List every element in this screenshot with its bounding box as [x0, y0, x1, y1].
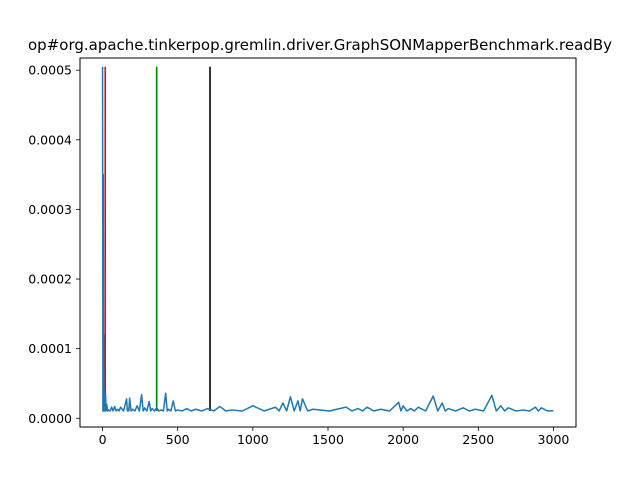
x-tick-label: 2000 [387, 432, 419, 447]
y-tick-label: 0.0003 [28, 202, 72, 217]
plot-frame [79, 57, 577, 428]
y-tick-label: 0.0001 [28, 341, 72, 356]
x-axis-ticks: 0 500 1000 1500 2000 2500 3000 [99, 427, 570, 447]
series-line-0 [101, 66, 554, 412]
x-tick-label: 3000 [538, 432, 570, 447]
x-tick-label: 2500 [462, 432, 494, 447]
x-tick-label: 500 [166, 432, 190, 447]
vertical-markers [104, 66, 211, 411]
y-tick-label: 0.0000 [28, 411, 72, 426]
x-tick-label: 0 [99, 432, 107, 447]
chart-title: op#org.apache.tinkerpop.gremlin.driver.G… [28, 36, 612, 54]
x-tick-label: 1500 [312, 432, 344, 447]
y-tick-label: 0.0005 [28, 63, 72, 78]
y-tick-label: 0.0002 [28, 272, 72, 287]
series-lines [101, 66, 554, 412]
x-tick-label: 1000 [237, 432, 269, 447]
y-tick-label: 0.0004 [28, 132, 72, 147]
y-axis-ticks: 0.0000 0.0001 0.0002 0.0003 0.0004 0.0005 [28, 63, 80, 426]
plot-area [80, 58, 576, 427]
